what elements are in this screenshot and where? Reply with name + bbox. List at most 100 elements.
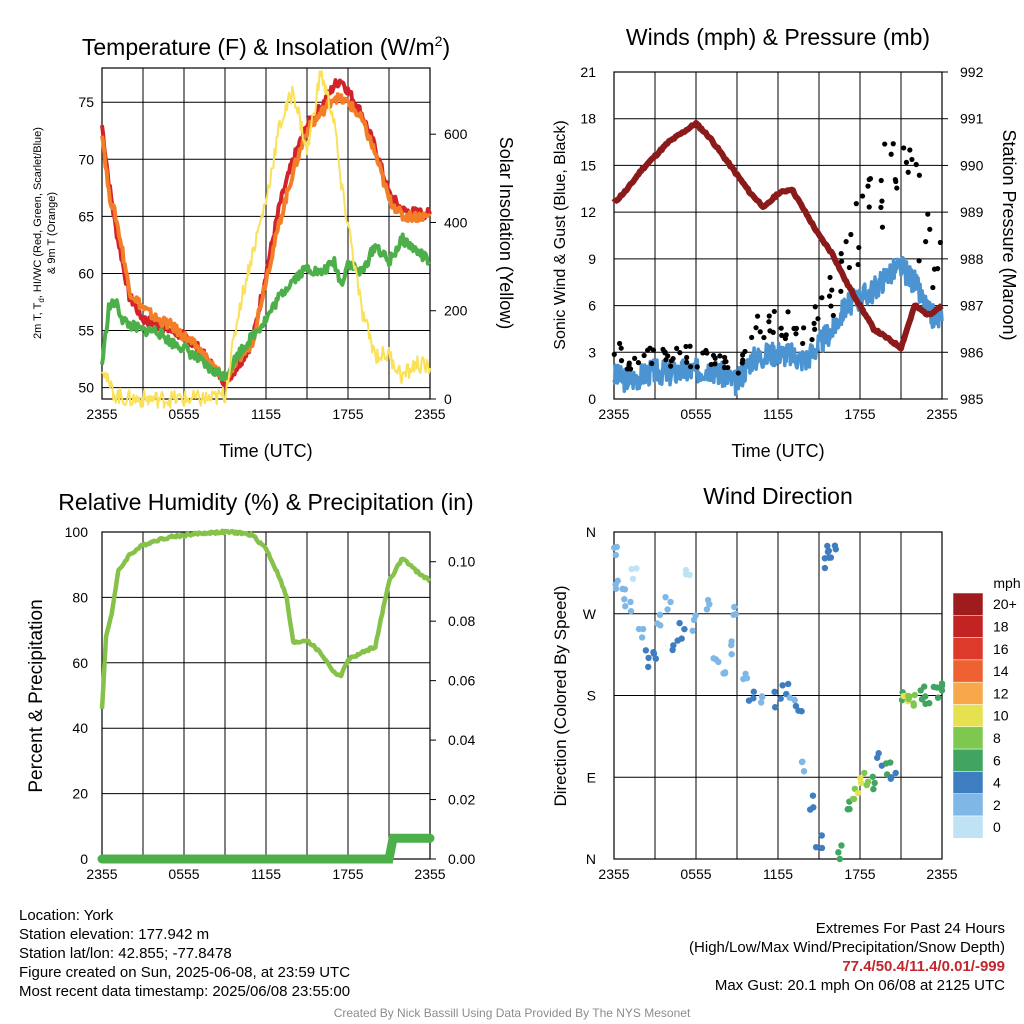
gust-point (811, 320, 817, 326)
direction-point (832, 546, 839, 553)
direction-point (917, 687, 924, 694)
gust-point (662, 349, 668, 355)
y2-tick-label: 985 (960, 391, 984, 407)
y-tick-label: 50 (78, 380, 94, 396)
gust-point (663, 357, 669, 363)
gust-point (800, 340, 806, 347)
gust-point (846, 264, 852, 271)
direction-point (645, 654, 652, 662)
y2-tick-label: 986 (960, 344, 984, 360)
direction-title: Wind Direction (703, 483, 853, 509)
temperature-xlabel: Time (UTC) (219, 441, 312, 461)
y-tick-label: 9 (588, 251, 596, 267)
direction-point (779, 682, 786, 689)
gust-point (839, 258, 845, 264)
direction-point (771, 688, 778, 696)
y2-tick-label: 0 (444, 391, 452, 407)
direction-point (922, 693, 929, 700)
direction-point (758, 693, 766, 700)
legend-swatch (952, 793, 984, 817)
direction-point (784, 680, 792, 688)
gust-point (779, 332, 785, 338)
direction-point (642, 647, 650, 654)
y2-tick-label: 0.04 (448, 732, 475, 748)
x-tick-label: 1155 (763, 866, 793, 882)
extremes-info: Extremes For Past 24 Hours (High/Low/Max… (689, 919, 1005, 995)
direction-point (900, 692, 907, 700)
legend-label: 14 (993, 663, 1009, 679)
gust-point (683, 343, 689, 350)
legend-swatch (952, 592, 984, 616)
direction-point (627, 607, 635, 615)
y2-tick-label: 991 (960, 111, 984, 127)
gust-point (611, 351, 617, 357)
direction-point (638, 634, 646, 641)
extremes-legend: (High/Low/Max Wind/Precipitation/Snow De… (689, 939, 1005, 956)
pressure-ylabel: Station Pressure (Maroon) (999, 129, 1019, 340)
gust-point (848, 231, 854, 238)
y2-tick-label: 0.08 (448, 613, 475, 629)
direction-point (798, 758, 806, 766)
direction-point (922, 700, 929, 708)
gust-points (611, 141, 943, 376)
legend-label: 4 (993, 775, 1001, 791)
direction-point (871, 779, 878, 787)
direction-point (710, 655, 717, 662)
x-tick-label: 2355 (598, 866, 629, 882)
gust-point (801, 325, 807, 331)
direction-point (875, 750, 882, 757)
x-tick-label: 2355 (598, 406, 629, 422)
gust-point (931, 266, 938, 272)
y2-tick-label: 989 (960, 204, 984, 220)
gust-point (930, 284, 936, 291)
winds-xlabel: Time (UTC) (731, 441, 824, 461)
legend-swatch (952, 659, 984, 683)
y-tick-label: N (586, 851, 596, 867)
legend-label: 2 (993, 797, 1001, 813)
y-tick-label: 0 (80, 851, 88, 867)
direction-point (703, 606, 711, 613)
y2-tick-label: 600 (444, 126, 468, 142)
gust-point (829, 287, 835, 293)
gust-point (894, 185, 900, 191)
direction-point (662, 593, 669, 601)
gust-point (708, 361, 714, 368)
direction-point (743, 674, 751, 682)
direction-point (728, 638, 735, 645)
direction-point (730, 611, 737, 619)
direction-point (692, 612, 699, 619)
legend-title: mph (993, 575, 1020, 591)
y-tick-label: 65 (78, 208, 94, 224)
direction-point (933, 684, 941, 691)
gust-point (838, 251, 844, 257)
gust-point (916, 258, 922, 264)
direction-point (786, 694, 794, 701)
info-created: Figure created on Sun, 2025-06-08, at 23… (19, 964, 351, 981)
direction-point (849, 795, 857, 803)
direction-point (905, 695, 912, 703)
direction-point (612, 585, 620, 592)
direction-point (892, 769, 899, 777)
gust-point (710, 352, 717, 359)
gust-point (782, 335, 789, 342)
gust-point (923, 239, 929, 245)
gust-point (785, 309, 791, 315)
info-timestamp: Most recent data timestamp: 2025/06/08 2… (19, 983, 351, 1000)
x-tick-label: 2355 (86, 866, 117, 882)
direction-point (777, 695, 784, 702)
direction-point (669, 646, 676, 654)
gust-point (888, 151, 894, 157)
direction-point (818, 832, 825, 839)
gust-point (878, 177, 884, 184)
gust-point (771, 308, 777, 315)
gust-point (749, 334, 755, 341)
direction-point (629, 575, 637, 583)
gust-point (893, 178, 899, 185)
legend-swatch (952, 615, 984, 638)
y-tick-label: 0 (588, 391, 596, 407)
gust-point (937, 239, 943, 246)
pressure-line (611, 120, 944, 352)
legend-label: 6 (993, 752, 1001, 768)
direction-point (614, 577, 621, 585)
gust-point (913, 161, 919, 168)
